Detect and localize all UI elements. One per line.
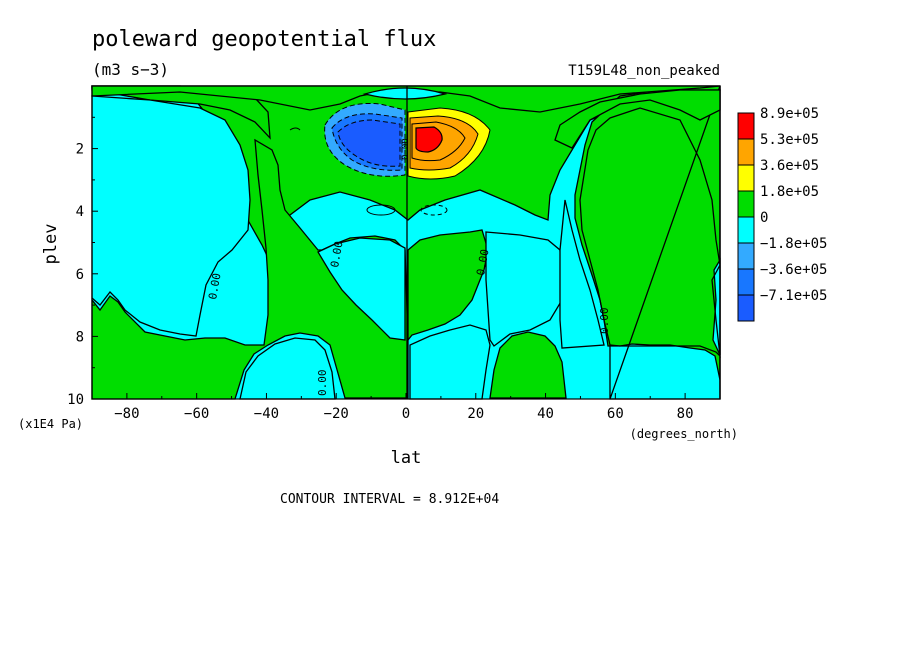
legend-label: −7.1e+05 (760, 288, 827, 304)
legend-label: 3.6e+05 (760, 158, 819, 174)
y-axis: 2 4 6 8 10 (67, 116, 98, 408)
region-right-slab (579, 85, 721, 400)
legend-label: 0 (760, 210, 768, 226)
x-tick-label: 20 (467, 406, 484, 422)
legend-swatch (737, 294, 755, 322)
chart-title: poleward geopotential flux (92, 27, 436, 52)
cyan-bottom-left (239, 337, 336, 400)
y-tick-label: 10 (67, 392, 84, 408)
x-tick-label: 60 (607, 406, 624, 422)
plot-area: 0.00 0.00 0.00 0.00 0.00 0.00 (91, 85, 721, 400)
y-tick-label: 2 (76, 142, 84, 158)
tiny-contour (289, 127, 301, 131)
contour-label: 0.00 (328, 240, 345, 268)
y-tick-label: 6 (76, 267, 84, 283)
x-tick-label: −60 (184, 406, 209, 422)
legend-swatch (737, 190, 755, 218)
legend-label: −1.8e+05 (760, 236, 827, 252)
contour-label: 0.00 (401, 138, 411, 160)
contour-interval: CONTOUR INTERVAL = 8.912E+04 (280, 492, 499, 507)
x-axis: −80 −60 −40 −20 0 20 40 60 80 (91, 393, 721, 422)
contour-label: 0.00 (474, 248, 491, 276)
cyan-regions (91, 87, 721, 400)
x-tick-label: −40 (254, 406, 279, 422)
cyan-right-band (559, 199, 605, 349)
contour-label: 0.00 (598, 308, 611, 335)
y-tick-label: 8 (76, 329, 84, 345)
legend-swatch (737, 242, 755, 270)
cyan-left-top (91, 95, 251, 337)
minor-contours (289, 127, 448, 216)
region-lower-right (489, 331, 567, 399)
contour-label: 0.00 (206, 272, 223, 300)
legend-label: 1.8e+05 (760, 184, 819, 200)
legend-swatch (737, 164, 755, 192)
cyan-right-top (485, 231, 563, 347)
legend-swatch (737, 112, 755, 140)
legend-label: 8.9e+05 (760, 106, 819, 122)
legend-label: −3.6e+05 (760, 262, 827, 278)
contour-labels: 0.00 0.00 0.00 0.00 0.00 0.00 (206, 138, 611, 396)
x-tick-label: 80 (677, 406, 694, 422)
contour-label: 0.00 (316, 370, 329, 397)
legend-label: 5.3e+05 (760, 132, 819, 148)
x-tick-label: −80 (114, 406, 139, 422)
cyan-center-lower (317, 237, 406, 341)
y-axis-label: plev (41, 224, 61, 265)
region-center-right (407, 229, 489, 342)
pos-level-4 (415, 126, 443, 153)
chart-units: (m3 s−3) (92, 60, 169, 79)
x-tick-label: 0 (402, 406, 410, 422)
y-units: (x1E4 Pa) (18, 417, 83, 431)
negative-core (324, 102, 406, 177)
x-tick-label: 40 (537, 406, 554, 422)
neg-contour-small-right (420, 204, 448, 216)
y-tick-label: 4 (76, 204, 84, 220)
cyan-top-right-ellipse (362, 87, 448, 100)
legend-swatch (737, 268, 755, 296)
neg-level-3 (337, 119, 401, 167)
neg-contour-small-left (366, 204, 396, 216)
positive-core (407, 107, 491, 180)
legend-swatch (737, 138, 755, 166)
cyan-bottom-mid (409, 324, 491, 400)
x-units: (degrees_north) (630, 427, 738, 441)
x-tick-label: −20 (324, 406, 349, 422)
run-label: T159L48_non_peaked (568, 63, 720, 79)
x-axis-label: lat (391, 448, 422, 468)
legend-swatch (737, 216, 755, 244)
color-legend: 8.9e+05 5.3e+05 3.6e+05 1.8e+05 0 −1.8e+05 −3.… (737, 106, 827, 322)
